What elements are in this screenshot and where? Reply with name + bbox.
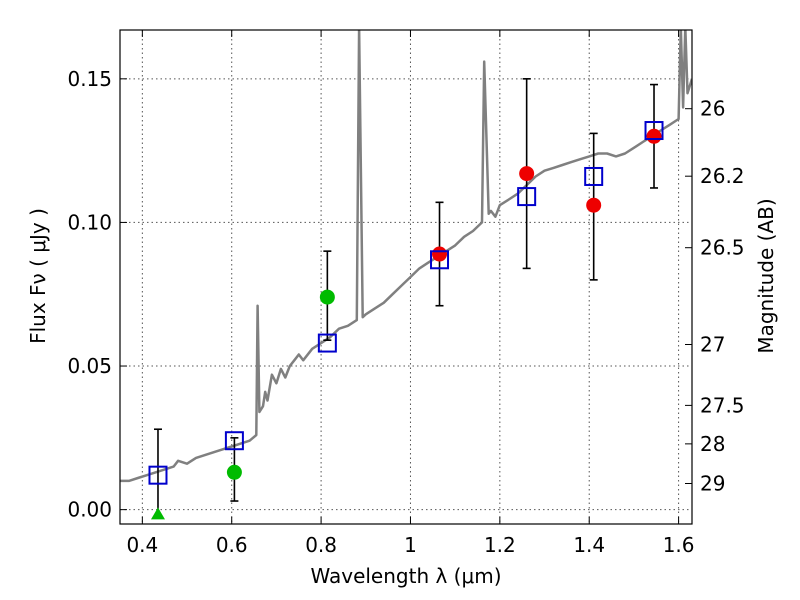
mag-tick-label: 26 (700, 97, 725, 121)
model-flux-square-5 (584, 166, 604, 186)
model-flux-square-4 (517, 187, 537, 207)
plot-frame (119, 29, 693, 525)
x-tick-label: 0.8 (305, 533, 337, 557)
model-flux-square-2 (317, 333, 337, 353)
red-point-3 (646, 128, 662, 144)
mag-tick-label: 27 (700, 332, 725, 356)
red-point-2 (586, 197, 602, 213)
mag-tick-label: 26.5 (700, 236, 745, 260)
axis-ticks: 0.4 0.6 0.8 1 1.2 1.4 1.6 0.00 0.05 0.10 0.15 26 26.… (67, 30, 745, 557)
x-tick-label: 0.6 (216, 533, 248, 557)
y-tick-label: 0.15 (67, 67, 112, 91)
model-flux-square-1 (224, 431, 244, 451)
x-tick-label: 1 (404, 533, 417, 557)
green-upper-limit (150, 507, 165, 520)
model-flux-square-3 (430, 250, 450, 270)
x-axis-label: Wavelength λ (μm) (310, 564, 501, 588)
green-point-1 (319, 289, 335, 305)
green-point-0 (226, 464, 242, 480)
x-tick-label: 1.6 (663, 533, 695, 557)
grid-lines (120, 30, 692, 524)
mag-tick-label: 28 (700, 432, 725, 456)
y-tick-label: 0.00 (67, 498, 112, 522)
x-tick-label: 1.4 (573, 533, 605, 557)
y-tick-label: 0.10 (67, 210, 112, 234)
data-markers (148, 121, 664, 520)
red-point-1 (519, 166, 535, 182)
red-point-0 (432, 246, 448, 262)
y-axis-label: Flux Fν ( μJy ) (26, 208, 50, 344)
model-spectrum-line (120, 30, 692, 483)
model-flux-square-0 (148, 465, 168, 485)
mag-tick-label: 27.5 (700, 393, 745, 417)
y-tick-label: 0.05 (67, 354, 112, 378)
model-spectrum (120, 30, 692, 483)
mag-tick-label: 29 (700, 472, 725, 496)
x-tick-label: 1.2 (484, 533, 516, 557)
model-flux-square-6 (644, 121, 664, 141)
y2-axis-label: Magnitude (AB) (754, 198, 778, 353)
mag-tick-label: 26.2 (700, 164, 745, 188)
x-tick-label: 0.4 (126, 533, 158, 557)
